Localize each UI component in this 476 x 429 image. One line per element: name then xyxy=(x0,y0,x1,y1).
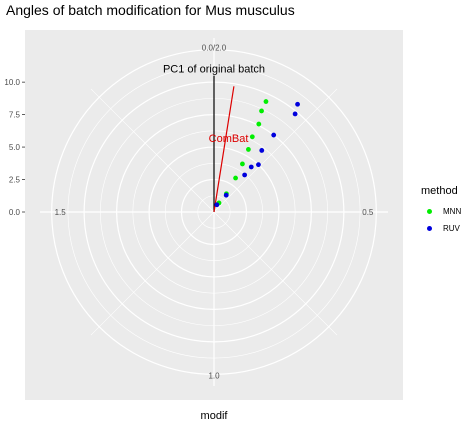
point-ruv-5 xyxy=(259,148,265,153)
point-mnn-2 xyxy=(233,175,238,181)
legend-item-mnn: MNN xyxy=(423,204,461,218)
point-ruv-0 xyxy=(214,202,220,208)
point-mnn-4 xyxy=(246,147,251,152)
angle-tick-label-2: 1.0 xyxy=(208,371,220,380)
minor-grid-line-3 xyxy=(90,88,215,213)
point-ruv-4 xyxy=(256,162,261,168)
point-ruv-7 xyxy=(292,111,298,117)
point-mnn-6 xyxy=(256,121,262,127)
point-mnn-5 xyxy=(249,134,255,140)
minor-radius-circle xyxy=(67,65,361,359)
segment-label-1: ComBat xyxy=(209,133,249,145)
minor-grid-line-1 xyxy=(213,211,338,336)
segment-label-0: PC1 of original batch xyxy=(163,64,265,76)
point-mnn-3 xyxy=(240,161,245,167)
radius-tick-label-2: 5.0 xyxy=(9,143,21,152)
angle-tick-label-0: 0.0/2.0 xyxy=(202,44,227,53)
x-axis-label: modif xyxy=(200,410,228,422)
legend-label-mnn: MNN xyxy=(443,206,462,216)
point-ruv-8 xyxy=(295,101,300,107)
point-ruv-6 xyxy=(271,132,277,138)
radius-tick-label-4: 10.0 xyxy=(4,78,20,87)
point-ruv-3 xyxy=(248,164,254,170)
legend-item-ruv: RUV xyxy=(423,221,460,235)
chart-title: Angles of batch modification for Mus mus… xyxy=(6,2,295,18)
angle-tick-label-1: 0.5 xyxy=(362,208,374,217)
legend-label-ruv: RUV xyxy=(443,223,460,233)
point-ruv-2 xyxy=(242,172,248,178)
minor-grid-line-0 xyxy=(213,88,338,213)
minor-grid-line-2 xyxy=(90,211,215,336)
segment-line-1 xyxy=(213,86,235,213)
radius-tick-label-3: 7.5 xyxy=(9,111,21,120)
point-ruv-1 xyxy=(223,192,229,198)
angle-tick-label-3: 1.5 xyxy=(55,208,67,217)
legend-key-mnn xyxy=(423,205,435,217)
radius-tick-label-1: 2.5 xyxy=(9,176,21,185)
legend-key-ruv xyxy=(423,222,435,234)
point-mnn-7 xyxy=(259,108,264,114)
point-mnn-8 xyxy=(263,99,269,104)
radius-grid-circle xyxy=(51,49,377,375)
legend-title: method xyxy=(421,185,458,197)
radius-tick-label-0: 0.0 xyxy=(9,208,21,217)
